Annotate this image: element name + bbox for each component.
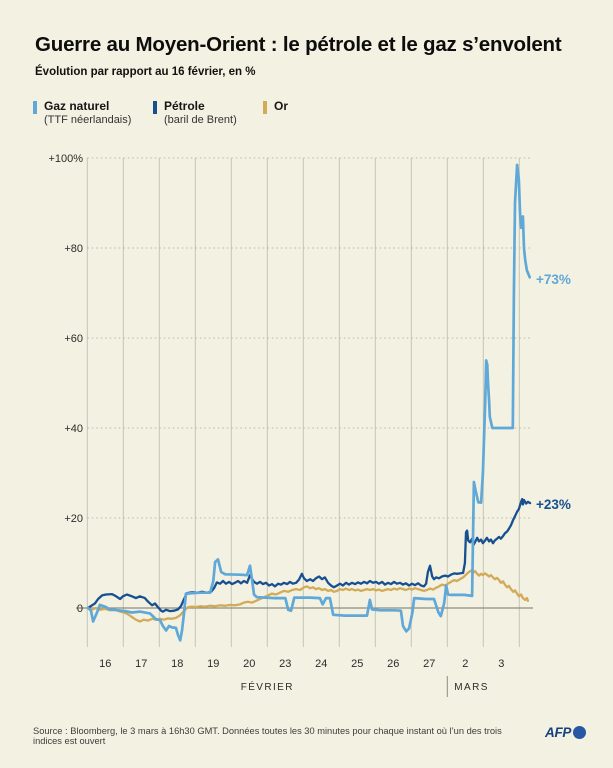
day-label: 2 xyxy=(462,658,468,670)
afp-logo-text: AFP xyxy=(545,724,572,740)
day-label: 27 xyxy=(423,658,435,670)
legend-label: Gaz naturel xyxy=(44,99,110,113)
horizontal-gridlines xyxy=(76,157,533,609)
series-lines xyxy=(86,163,532,642)
day-label: 17 xyxy=(135,658,147,670)
annotation-label: +73% xyxy=(536,272,571,287)
day-label: 3 xyxy=(498,658,504,670)
legend-sublabel: (TTF néerlandais) xyxy=(44,114,132,126)
y-tick-label: 0 xyxy=(77,603,83,615)
month-label-mars: MARS xyxy=(454,682,489,693)
vertical-gridlines xyxy=(86,158,520,647)
month-label-fevrier: FÉVRIER xyxy=(241,680,294,693)
afp-logo-dot-icon xyxy=(573,725,587,739)
legend-label: Pétrole xyxy=(164,99,205,113)
day-label: 18 xyxy=(171,658,183,670)
oil-legend-swatch-icon xyxy=(153,101,157,114)
y-tick-label: +80 xyxy=(64,243,83,255)
gold-legend-swatch-icon xyxy=(263,101,267,114)
day-label: 20 xyxy=(243,658,255,670)
y-tick-label: +20 xyxy=(64,513,83,525)
annotation-label: +23% xyxy=(536,497,571,512)
legend-item-petrole: Pétrole (baril de Brent) xyxy=(153,100,237,126)
afp-logo: AFP xyxy=(545,724,587,740)
day-label: 25 xyxy=(351,658,363,670)
page-title: Guerre au Moyen-Orient : le pétrole et l… xyxy=(35,33,562,56)
x-axis-day-labels: 16 17 18 19 20 23 24 25 26 27 2 3 xyxy=(99,658,504,670)
price-evolution-chart: 0+20+40+60+80+100% 16 17 18 19 20 23 24 25 26 27 2… xyxy=(48,153,571,697)
series-line xyxy=(86,163,532,642)
day-label: 26 xyxy=(387,658,399,670)
day-label: 24 xyxy=(315,658,327,670)
legend-sublabel: (baril de Brent) xyxy=(164,114,237,126)
y-tick-label: +40 xyxy=(64,423,83,435)
y-tick-label: +100% xyxy=(48,153,83,165)
day-label: 23 xyxy=(279,658,291,670)
legend-label: Or xyxy=(274,99,289,113)
y-tick-label: +60 xyxy=(64,333,83,345)
chart-subtitle: Évolution par rapport au 16 février, en … xyxy=(35,66,256,78)
legend-item-or: Or xyxy=(263,100,288,114)
chart-legend: Gaz naturel (TTF néerlandais) Pétrole (b… xyxy=(0,100,613,134)
value-annotations: +73% +23% xyxy=(536,272,571,512)
gas-legend-swatch-icon xyxy=(33,101,37,114)
source-note: Source : Bloomberg, le 3 mars à 16h30 GM… xyxy=(33,726,502,746)
y-axis-labels: 0 +20 +40 +60 +80 +100% xyxy=(48,153,83,615)
day-label: 19 xyxy=(207,658,219,670)
day-label: 16 xyxy=(99,658,111,670)
legend-item-gaz-naturel: Gaz naturel (TTF néerlandais) xyxy=(33,100,131,126)
x-axis-month-labels: FÉVRIER MARS xyxy=(241,676,489,697)
